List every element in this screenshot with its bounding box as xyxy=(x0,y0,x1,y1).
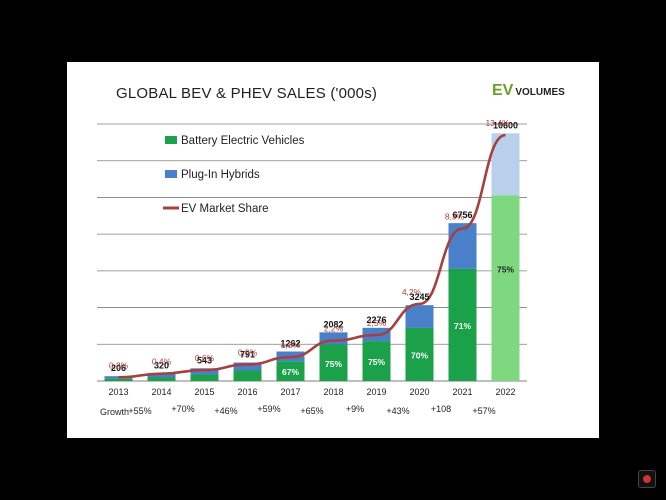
total-label-2016: 791 xyxy=(240,350,255,360)
legend-label-2: EV Market Share xyxy=(181,203,269,215)
x-tick-label-2015: 2015 xyxy=(194,387,214,397)
bev-share-label-2022: 75% xyxy=(497,264,514,274)
total-label-2022: 10600 xyxy=(493,120,518,130)
legend-label-1: Plug-In Hybrids xyxy=(181,169,260,181)
growth-row: Growth +55% +70% +46% +59% +65% +9% +43% +108 +5… xyxy=(67,404,599,420)
bar-phev-2014 xyxy=(147,373,176,378)
growth-value: +59% xyxy=(257,404,281,414)
share-label-2015: 0,6% xyxy=(195,353,215,363)
share-label-2017: 1,3% xyxy=(281,340,301,350)
total-label-2019: 2276 xyxy=(366,315,386,325)
legend-swatch-0 xyxy=(165,136,177,144)
x-tick-label-2017: 2017 xyxy=(280,387,300,397)
bar-bev-2015 xyxy=(190,374,219,381)
x-tick-label-2022: 2022 xyxy=(495,387,515,397)
share-label-2022: 13,4% xyxy=(485,118,510,128)
bar-bev-2018 xyxy=(319,344,348,381)
x-tick-label-2020: 2020 xyxy=(409,387,429,397)
bar-bev-2014 xyxy=(147,377,176,381)
x-tick-label-2013: 2013 xyxy=(108,387,128,397)
growth-value: +57% xyxy=(472,406,496,416)
x-axis: 2013 2014 2015 2016 2017 2018 2019 2020 2021 2022 xyxy=(108,387,515,397)
growth-value: +43% xyxy=(386,406,410,416)
growth-value: +70% xyxy=(171,404,195,414)
growth-value: +9% xyxy=(345,404,365,414)
bar-bev-2021 xyxy=(448,268,477,381)
bev-share-label-2021: 71% xyxy=(454,321,471,331)
total-label-2021: 6756 xyxy=(452,210,472,220)
legend: Battery Electric Vehicles Plug-In Hybrids… xyxy=(163,135,305,215)
bar-line-chart: 206 320 543 791 1262 67% 2082 75% 2276 75% 3245 70%… xyxy=(97,118,527,397)
growth-value: +65% xyxy=(300,406,324,416)
chart-title: GLOBAL BEV & PHEV SALES ('000s) xyxy=(116,85,378,102)
legend-swatch-1 xyxy=(165,170,177,178)
bar-bev-2016 xyxy=(233,370,262,381)
market-share-path xyxy=(118,133,506,379)
share-label-2019: 2,5% xyxy=(367,318,387,328)
share-label-2016: 0,9% xyxy=(238,347,258,357)
market-share-line xyxy=(118,133,506,379)
bar-bev-2022 xyxy=(491,195,520,381)
total-label-2014: 320 xyxy=(154,361,169,371)
share-label-2014: 0,4% xyxy=(152,357,172,367)
bars xyxy=(104,133,520,381)
x-tick-label-2016: 2016 xyxy=(237,387,257,397)
growth-value: +55% xyxy=(128,406,152,416)
total-label-2015: 543 xyxy=(197,355,212,365)
watermark-icon xyxy=(638,470,656,488)
share-label-2013: 0,2% xyxy=(109,360,129,370)
share-label-2020: 4,2% xyxy=(402,287,422,297)
logo-volumes-text: VOLUMES xyxy=(515,87,565,98)
bev-share-label-2018: 75% xyxy=(325,359,342,369)
x-tick-label-2014: 2014 xyxy=(151,387,171,397)
bar-bev-2019 xyxy=(362,341,391,381)
data-labels: 206 320 543 791 1262 67% 2082 75% 2276 75% 3245 70%… xyxy=(109,118,518,377)
x-tick-label-2021: 2021 xyxy=(452,387,472,397)
total-label-2017: 1262 xyxy=(280,339,300,349)
bar-bev-2017 xyxy=(276,361,305,381)
total-label-2018: 2082 xyxy=(323,319,343,329)
x-tick-label-2018: 2018 xyxy=(323,387,343,397)
legend-label-0: Battery Electric Vehicles xyxy=(181,135,305,147)
growth-label: Growth xyxy=(100,407,130,417)
total-label-2013: 206 xyxy=(111,363,126,373)
ev-volumes-logo: EV VOLUMES xyxy=(492,82,565,100)
logo-ev-text: EV xyxy=(492,82,514,99)
bar-phev-2020 xyxy=(405,305,434,328)
bar-bev-2013 xyxy=(104,378,133,381)
share-label-2021: 8,3% xyxy=(445,212,465,222)
bar-phev-2016 xyxy=(233,362,262,371)
bar-bev-2020 xyxy=(405,327,434,381)
total-label-2020: 3245 xyxy=(409,292,429,302)
x-tick-label-2019: 2019 xyxy=(366,387,386,397)
bev-share-label-2020: 70% xyxy=(411,350,428,360)
share-label-2018: 2,2% xyxy=(324,324,344,334)
growth-value: +108 xyxy=(430,404,452,414)
bev-share-label-2019: 75% xyxy=(368,357,385,367)
bar-phev-2015 xyxy=(190,368,219,375)
growth-value: +46% xyxy=(214,406,238,416)
chart-slide: GLOBAL BEV & PHEV SALES ('000s) EV VOLUME… xyxy=(67,62,599,438)
bar-phev-2021 xyxy=(448,223,477,269)
bev-share-label-2017: 67% xyxy=(282,367,299,377)
